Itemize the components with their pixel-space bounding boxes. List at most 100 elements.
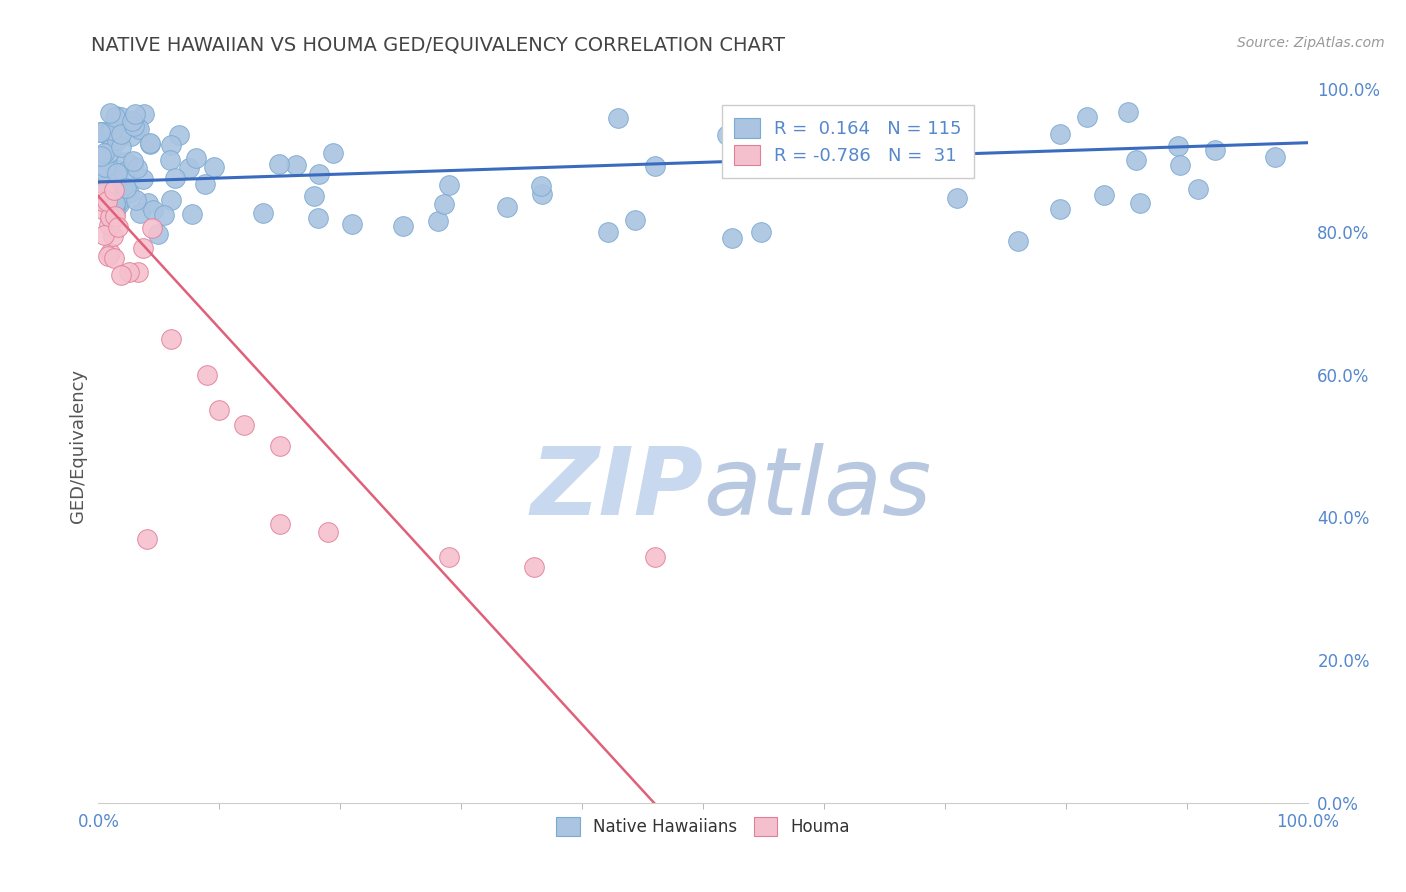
Point bbox=[139, 136, 162, 150]
Point bbox=[98, 123, 121, 137]
Point bbox=[111, 120, 134, 135]
Point bbox=[101, 174, 124, 188]
Point bbox=[90, 178, 112, 192]
Point bbox=[101, 140, 124, 154]
Point bbox=[118, 186, 141, 200]
Point bbox=[93, 145, 115, 160]
Point bbox=[93, 202, 115, 217]
Point bbox=[1125, 153, 1147, 167]
Point bbox=[1076, 110, 1098, 124]
Point bbox=[98, 218, 121, 232]
Point bbox=[89, 125, 111, 139]
Point bbox=[115, 154, 138, 169]
Point bbox=[186, 151, 208, 165]
Point bbox=[1007, 234, 1029, 248]
Point bbox=[160, 138, 183, 153]
Point bbox=[110, 127, 132, 141]
Point bbox=[1168, 158, 1191, 172]
Point bbox=[136, 196, 159, 211]
Point bbox=[98, 106, 121, 120]
Point bbox=[122, 153, 145, 168]
Point bbox=[818, 128, 841, 143]
Point bbox=[208, 403, 231, 417]
Point bbox=[195, 368, 218, 382]
Point bbox=[97, 249, 120, 263]
Point bbox=[1167, 139, 1189, 153]
Point bbox=[98, 245, 121, 260]
Point bbox=[163, 171, 186, 186]
Point bbox=[121, 159, 143, 173]
Point bbox=[302, 189, 325, 203]
Point bbox=[104, 196, 127, 211]
Point bbox=[108, 131, 131, 145]
Point bbox=[108, 125, 131, 139]
Point bbox=[1049, 202, 1071, 216]
Point bbox=[307, 211, 329, 226]
Point bbox=[1129, 196, 1152, 211]
Point bbox=[134, 107, 156, 121]
Point bbox=[716, 128, 738, 143]
Point bbox=[720, 231, 742, 245]
Legend: Native Hawaiians, Houma: Native Hawaiians, Houma bbox=[548, 809, 858, 845]
Point bbox=[110, 268, 132, 283]
Point bbox=[125, 161, 148, 175]
Point bbox=[89, 125, 111, 139]
Point bbox=[118, 265, 141, 279]
Point bbox=[160, 193, 183, 207]
Point bbox=[112, 165, 135, 179]
Point bbox=[127, 264, 149, 278]
Point bbox=[437, 549, 460, 564]
Point bbox=[392, 219, 415, 234]
Point bbox=[121, 117, 143, 131]
Point bbox=[153, 208, 176, 222]
Point bbox=[1204, 143, 1226, 157]
Point bbox=[624, 213, 647, 227]
Text: Source: ZipAtlas.com: Source: ZipAtlas.com bbox=[1237, 36, 1385, 50]
Point bbox=[132, 241, 155, 255]
Point bbox=[105, 133, 128, 147]
Point bbox=[97, 146, 120, 161]
Point bbox=[124, 107, 146, 121]
Point bbox=[91, 125, 114, 139]
Text: NATIVE HAWAIIAN VS HOUMA GED/EQUIVALENCY CORRELATION CHART: NATIVE HAWAIIAN VS HOUMA GED/EQUIVALENCY… bbox=[91, 36, 786, 54]
Point bbox=[89, 186, 111, 201]
Point bbox=[285, 158, 308, 172]
Point bbox=[129, 206, 152, 220]
Point bbox=[100, 122, 122, 136]
Point bbox=[97, 178, 120, 193]
Point bbox=[138, 137, 160, 152]
Point bbox=[232, 417, 254, 432]
Point bbox=[267, 157, 290, 171]
Point bbox=[322, 146, 344, 161]
Point bbox=[120, 129, 142, 144]
Text: ZIP: ZIP bbox=[530, 442, 703, 535]
Point bbox=[124, 119, 146, 133]
Point bbox=[94, 166, 117, 180]
Point bbox=[98, 210, 121, 224]
Point bbox=[101, 134, 124, 148]
Point bbox=[110, 140, 132, 154]
Point bbox=[94, 160, 117, 174]
Point bbox=[103, 183, 125, 197]
Point bbox=[101, 229, 124, 244]
Point bbox=[1049, 127, 1071, 141]
Point bbox=[89, 176, 111, 190]
Point bbox=[91, 194, 114, 209]
Point bbox=[103, 251, 125, 265]
Point bbox=[749, 225, 772, 239]
Point bbox=[142, 203, 165, 218]
Point bbox=[269, 439, 291, 453]
Point bbox=[531, 187, 554, 202]
Point bbox=[194, 177, 217, 191]
Point bbox=[644, 159, 666, 173]
Y-axis label: GED/Equivalency: GED/Equivalency bbox=[69, 369, 87, 523]
Point bbox=[177, 161, 200, 176]
Point bbox=[252, 206, 274, 220]
Point bbox=[269, 517, 291, 532]
Point bbox=[103, 211, 125, 225]
Point bbox=[104, 197, 127, 211]
Point bbox=[1187, 181, 1209, 195]
Point bbox=[797, 148, 820, 162]
Point bbox=[110, 110, 132, 124]
Point bbox=[308, 167, 330, 181]
